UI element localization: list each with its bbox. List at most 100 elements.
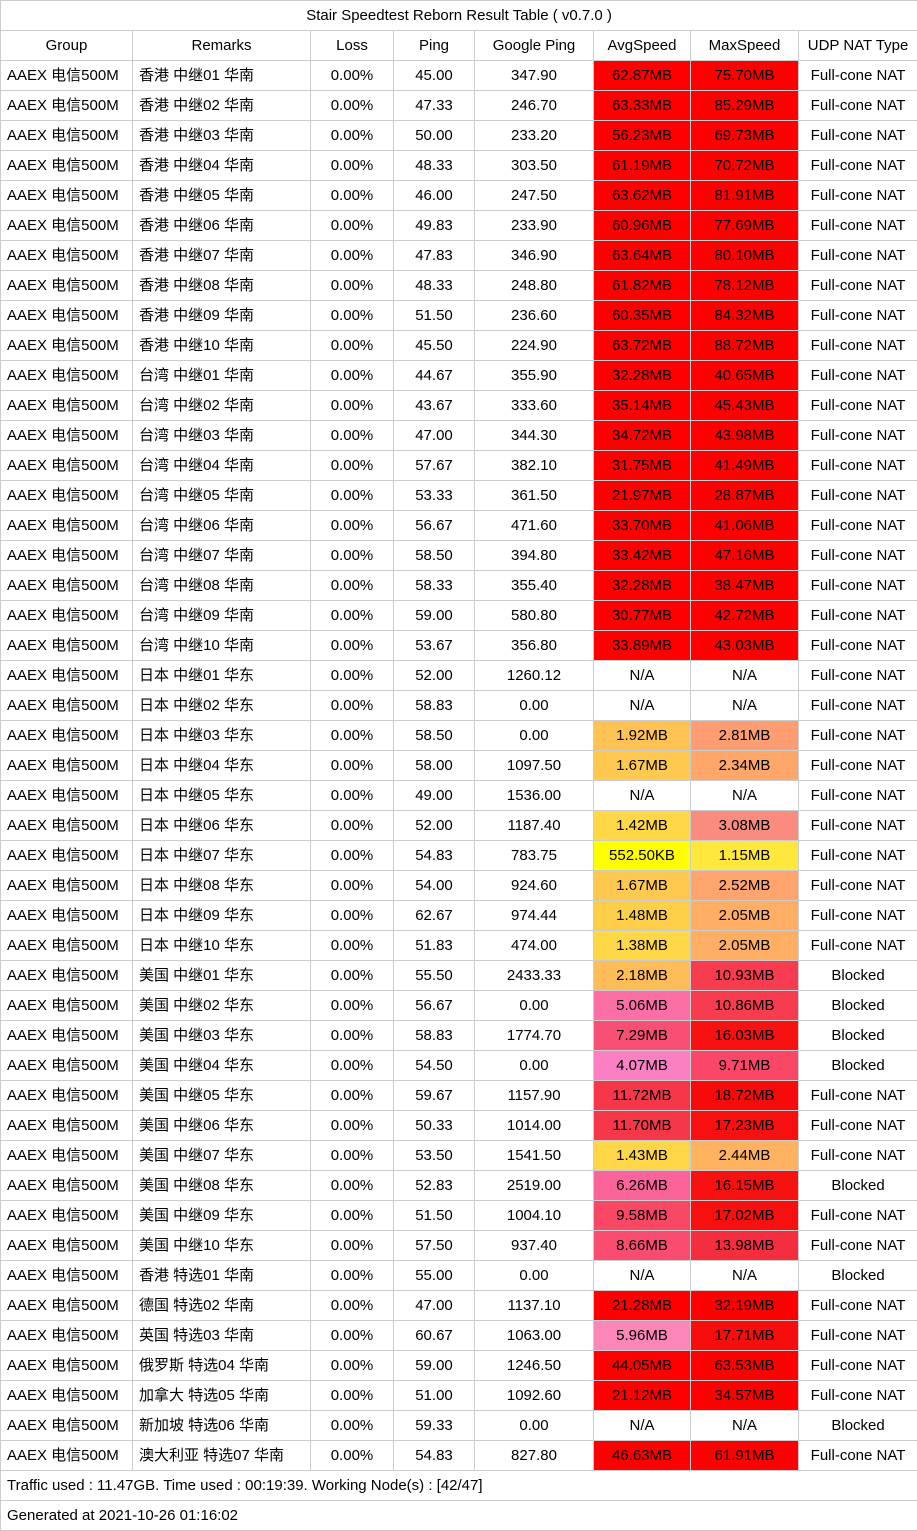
- loss-cell: 0.00%: [311, 601, 394, 631]
- table-row: AAEX 电信500M 日本 中继07 华东 0.00% 54.83 783.7…: [1, 841, 917, 871]
- avg-speed-cell: 2.18MB: [594, 961, 691, 991]
- ping-cell: 60.67: [394, 1321, 475, 1351]
- group-cell: AAEX 电信500M: [1, 541, 133, 571]
- loss-cell: 0.00%: [311, 571, 394, 601]
- loss-cell: 0.00%: [311, 781, 394, 811]
- table-row: AAEX 电信500M 台湾 中继08 华南 0.00% 58.33 355.4…: [1, 571, 917, 601]
- udp-nat-type-cell: Full-cone NAT: [799, 1081, 917, 1111]
- remarks-cell: 日本 中继02 华东: [133, 691, 311, 721]
- table-row: AAEX 电信500M 台湾 中继09 华南 0.00% 59.00 580.8…: [1, 601, 917, 631]
- remarks-cell: 日本 中继06 华东: [133, 811, 311, 841]
- google-ping-cell: 2433.33: [475, 961, 594, 991]
- udp-nat-type-cell: Full-cone NAT: [799, 631, 917, 661]
- avg-speed-cell: 35.14MB: [594, 391, 691, 421]
- loss-cell: 0.00%: [311, 541, 394, 571]
- max-speed-cell: 17.23MB: [691, 1111, 799, 1141]
- ping-cell: 62.67: [394, 901, 475, 931]
- table-row: AAEX 电信500M 加拿大 特选05 华南 0.00% 51.00 1092…: [1, 1381, 917, 1411]
- google-ping-cell: 247.50: [475, 181, 594, 211]
- avg-speed-cell: 30.77MB: [594, 601, 691, 631]
- udp-nat-type-cell: Full-cone NAT: [799, 541, 917, 571]
- max-speed-cell: 16.03MB: [691, 1021, 799, 1051]
- google-ping-cell: 355.40: [475, 571, 594, 601]
- avg-speed-cell: 21.12MB: [594, 1381, 691, 1411]
- remarks-cell: 台湾 中继05 华南: [133, 481, 311, 511]
- remarks-cell: 日本 中继07 华东: [133, 841, 311, 871]
- google-ping-cell: 344.30: [475, 421, 594, 451]
- remarks-cell: 日本 中继03 华东: [133, 721, 311, 751]
- max-speed-cell: 40.65MB: [691, 361, 799, 391]
- google-ping-cell: 1157.90: [475, 1081, 594, 1111]
- avg-speed-cell: 1.42MB: [594, 811, 691, 841]
- remarks-cell: 加拿大 特选05 华南: [133, 1381, 311, 1411]
- ping-cell: 52.00: [394, 811, 475, 841]
- ping-cell: 47.00: [394, 421, 475, 451]
- loss-cell: 0.00%: [311, 271, 394, 301]
- ping-cell: 45.50: [394, 331, 475, 361]
- column-header-group: Group: [1, 31, 133, 61]
- google-ping-cell: 1541.50: [475, 1141, 594, 1171]
- google-ping-cell: 2519.00: [475, 1171, 594, 1201]
- ping-cell: 59.33: [394, 1411, 475, 1441]
- udp-nat-type-cell: Full-cone NAT: [799, 1201, 917, 1231]
- remarks-cell: 德国 特选02 华南: [133, 1291, 311, 1321]
- google-ping-cell: 471.60: [475, 511, 594, 541]
- remarks-cell: 新加坡 特选06 华南: [133, 1411, 311, 1441]
- loss-cell: 0.00%: [311, 1201, 394, 1231]
- udp-nat-type-cell: Full-cone NAT: [799, 871, 917, 901]
- udp-nat-type-cell: Blocked: [799, 991, 917, 1021]
- table-row: AAEX 电信500M 台湾 中继10 华南 0.00% 53.67 356.8…: [1, 631, 917, 661]
- remarks-cell: 日本 中继08 华东: [133, 871, 311, 901]
- group-cell: AAEX 电信500M: [1, 241, 133, 271]
- max-speed-cell: 78.12MB: [691, 271, 799, 301]
- avg-speed-cell: 1.67MB: [594, 751, 691, 781]
- ping-cell: 58.83: [394, 1021, 475, 1051]
- remarks-cell: 台湾 中继03 华南: [133, 421, 311, 451]
- loss-cell: 0.00%: [311, 451, 394, 481]
- loss-cell: 0.00%: [311, 91, 394, 121]
- max-speed-cell: 43.98MB: [691, 421, 799, 451]
- remarks-cell: 美国 中继09 华东: [133, 1201, 311, 1231]
- google-ping-cell: 974.44: [475, 901, 594, 931]
- group-cell: AAEX 电信500M: [1, 451, 133, 481]
- max-speed-cell: 41.06MB: [691, 511, 799, 541]
- max-speed-cell: 75.70MB: [691, 61, 799, 91]
- table-row: AAEX 电信500M 台湾 中继02 华南 0.00% 43.67 333.6…: [1, 391, 917, 421]
- google-ping-cell: 248.80: [475, 271, 594, 301]
- ping-cell: 54.83: [394, 1441, 475, 1471]
- google-ping-cell: 0.00: [475, 1261, 594, 1291]
- remarks-cell: 美国 中继04 华东: [133, 1051, 311, 1081]
- google-ping-cell: 1246.50: [475, 1351, 594, 1381]
- remarks-cell: 台湾 中继07 华南: [133, 541, 311, 571]
- loss-cell: 0.00%: [311, 61, 394, 91]
- group-cell: AAEX 电信500M: [1, 781, 133, 811]
- max-speed-cell: 2.05MB: [691, 931, 799, 961]
- table-row: AAEX 电信500M 台湾 中继04 华南 0.00% 57.67 382.1…: [1, 451, 917, 481]
- group-cell: AAEX 电信500M: [1, 361, 133, 391]
- google-ping-cell: 0.00: [475, 721, 594, 751]
- max-speed-cell: 42.72MB: [691, 601, 799, 631]
- remarks-cell: 香港 中继07 华南: [133, 241, 311, 271]
- column-header-udp-nat-type: UDP NAT Type: [799, 31, 917, 61]
- udp-nat-type-cell: Full-cone NAT: [799, 421, 917, 451]
- ping-cell: 58.33: [394, 571, 475, 601]
- group-cell: AAEX 电信500M: [1, 271, 133, 301]
- loss-cell: 0.00%: [311, 751, 394, 781]
- table-row: AAEX 电信500M 澳大利亚 特选07 华南 0.00% 54.83 827…: [1, 1441, 917, 1471]
- traffic-summary-text: Traffic used : 11.47GB. Time used : 00:1…: [1, 1471, 917, 1501]
- table-row: AAEX 电信500M 台湾 中继01 华南 0.00% 44.67 355.9…: [1, 361, 917, 391]
- udp-nat-type-cell: Full-cone NAT: [799, 691, 917, 721]
- loss-cell: 0.00%: [311, 931, 394, 961]
- ping-cell: 53.33: [394, 481, 475, 511]
- max-speed-cell: 85.29MB: [691, 91, 799, 121]
- max-speed-cell: N/A: [691, 781, 799, 811]
- group-cell: AAEX 电信500M: [1, 751, 133, 781]
- remarks-cell: 香港 中继08 华南: [133, 271, 311, 301]
- group-cell: AAEX 电信500M: [1, 181, 133, 211]
- google-ping-cell: 0.00: [475, 691, 594, 721]
- avg-speed-cell: N/A: [594, 1411, 691, 1441]
- max-speed-cell: 2.52MB: [691, 871, 799, 901]
- loss-cell: 0.00%: [311, 151, 394, 181]
- udp-nat-type-cell: Full-cone NAT: [799, 571, 917, 601]
- udp-nat-type-cell: Full-cone NAT: [799, 121, 917, 151]
